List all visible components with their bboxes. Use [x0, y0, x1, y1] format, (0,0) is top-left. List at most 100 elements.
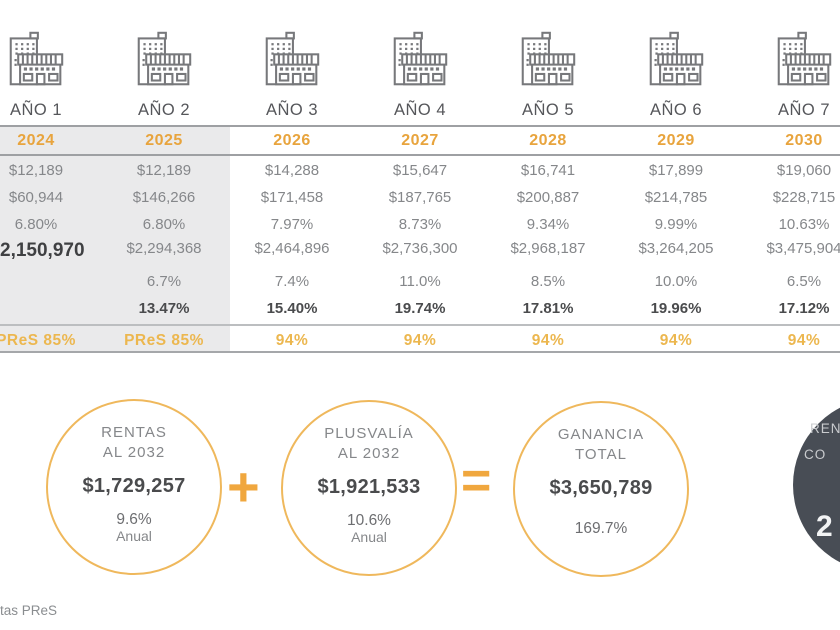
table-cell — [0, 271, 100, 293]
plusvalia-rate-suffix: Anual — [351, 529, 387, 545]
building-icon-cell — [228, 22, 356, 88]
building-icon — [265, 31, 320, 86]
building-icon-cell — [484, 22, 612, 88]
table-cell: 19.96% — [650, 300, 702, 317]
table-cell: 6.80% — [14, 216, 58, 233]
table-cell: 6.80% — [142, 216, 186, 233]
building-icon — [521, 31, 576, 86]
rentas-circle-label: RENTAS AL 2032 — [101, 424, 167, 461]
legend-text: tas PReS — [0, 603, 58, 618]
year-value: 2030 — [785, 132, 823, 149]
table-cell: 17.81% — [522, 300, 574, 317]
table-cell: $171,458 — [260, 189, 324, 206]
table-cell: 10.63% — [778, 216, 830, 233]
table-cell: $12,189 — [136, 162, 192, 179]
dark-summary-circle: REN CO 2 — [793, 398, 840, 572]
table-row: 13.47% 15.40% 19.74% 17.81% 19.96% 17.12% — [0, 298, 840, 320]
building-icon — [393, 31, 448, 86]
year-value: 2024 — [17, 132, 55, 149]
table-cell: PReS 85% — [124, 332, 204, 349]
table-cell: $200,887 — [516, 189, 580, 206]
building-icon — [649, 31, 704, 86]
rentas-circle: RENTAS AL 2032 $1,729,257 9.6% Anual — [46, 399, 222, 575]
table-row: 6.80% 6.80% 7.97% 8.73% 9.34% 9.99% 10.63% — [0, 214, 840, 236]
table-cell: 6.7% — [146, 273, 182, 290]
table-cell: 7.4% — [274, 273, 310, 290]
table-row: 2,150,970 $2,294,368 $2,464,896 $2,736,300 $… — [0, 238, 840, 264]
table-row: 2024 2025 2026 2027 2028 2029 2030 — [0, 130, 840, 152]
building-icon — [777, 31, 832, 86]
table-row: $12,189 $12,189 $14,288 $15,647 $16,741 $17,8… — [0, 160, 840, 182]
table-cell: 94% — [403, 332, 437, 349]
table-cell: 19.74% — [394, 300, 446, 317]
table-row: PReS 85% PReS 85% 94% 94% 94% 94% 94% — [0, 330, 840, 352]
building-icon-cell — [740, 22, 840, 88]
building-icon-cell — [0, 22, 100, 88]
table-cell: 6.5% — [786, 273, 822, 290]
building-icon-cell — [100, 22, 228, 88]
year-value: 2027 — [401, 132, 439, 149]
table-cell: 2,150,970 — [0, 240, 85, 261]
table-cell: 17.12% — [778, 300, 830, 317]
building-icon-cell — [356, 22, 484, 88]
year-label: AÑO 6 — [649, 101, 703, 119]
plusvalia-rate: 10.6% — [347, 512, 391, 529]
table-cell: $2,968,187 — [510, 240, 586, 257]
building-icon — [9, 31, 64, 86]
year-label: AÑO 3 — [265, 101, 319, 119]
ganancia-circle: GANANCIA TOTAL $3,650,789 169.7% — [513, 401, 689, 577]
table-cell: 9.34% — [526, 216, 570, 233]
rentas-rate-suffix: Anual — [116, 528, 152, 544]
table-cell: 11.0% — [399, 273, 441, 290]
table-cell: $14,288 — [264, 162, 320, 179]
table-cell: $12,189 — [8, 162, 64, 179]
ganancia-circle-label: GANANCIA TOTAL — [557, 426, 645, 463]
dark-circle-label: CO — [804, 447, 827, 462]
table-row — [0, 22, 840, 88]
plus-operator: + — [227, 455, 260, 518]
equals-operator: = — [461, 452, 492, 510]
table-cell: $2,294,368 — [126, 240, 202, 257]
table-cell: 94% — [275, 332, 309, 349]
year-label: AÑO 2 — [137, 101, 191, 119]
plusvalia-amount: $1,921,533 — [317, 476, 421, 498]
table-cell: $146,266 — [132, 189, 196, 206]
table-row: $60,944 $146,266 $171,458 $187,765 $200,887 $… — [0, 187, 840, 209]
table-cell: 9.99% — [654, 216, 698, 233]
table-cell — [0, 298, 100, 320]
table-cell: $19,060 — [776, 162, 832, 179]
ganancia-amount: $3,650,789 — [549, 477, 653, 499]
year-value: 2028 — [529, 132, 567, 149]
table-cell: $3,475,904 — [766, 240, 840, 257]
table-cell: $17,899 — [648, 162, 704, 179]
table-cell: $15,647 — [392, 162, 448, 179]
divider-line — [0, 125, 840, 127]
table-row: AÑO 1 AÑO 2 AÑO 3 AÑO 4 AÑO 5 AÑO 6 AÑO 7 — [0, 99, 840, 121]
table-cell: $214,785 — [644, 189, 708, 206]
table-cell: 94% — [659, 332, 693, 349]
plusvalia-circle: PLUSVALÍA AL 2032 $1,921,533 10.6% Anual — [281, 400, 457, 576]
table-cell: $2,464,896 — [254, 240, 330, 257]
highlight-band — [0, 127, 230, 353]
building-icon-cell — [612, 22, 740, 88]
year-value: 2025 — [145, 132, 183, 149]
table-cell: $16,741 — [520, 162, 576, 179]
table-cell: $3,264,205 — [638, 240, 714, 257]
year-label: AÑO 1 — [9, 101, 63, 119]
divider-line — [0, 351, 840, 353]
table-cell: $2,736,300 — [382, 240, 458, 257]
table-cell: $228,715 — [772, 189, 836, 206]
divider-line — [0, 154, 840, 156]
rentas-rate: 9.6% — [116, 511, 152, 528]
year-value: 2026 — [273, 132, 311, 149]
table-cell: 7.97% — [270, 216, 314, 233]
year-label: AÑO 4 — [393, 101, 447, 119]
year-label: AÑO 5 — [521, 101, 575, 119]
table-cell: 94% — [787, 332, 821, 349]
table-cell: $187,765 — [388, 189, 452, 206]
rentas-amount: $1,729,257 — [82, 475, 186, 497]
table-cell: $60,944 — [8, 189, 64, 206]
dark-circle-value: 2 — [816, 510, 833, 543]
divider-line — [0, 324, 840, 326]
